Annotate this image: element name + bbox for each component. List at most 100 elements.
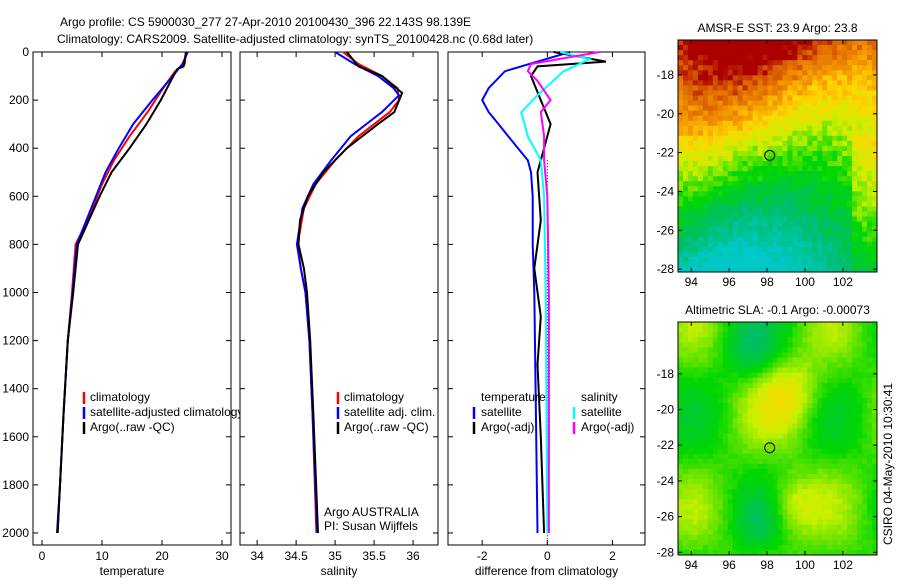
- map-cell: [678, 100, 684, 106]
- map-cell: [712, 539, 719, 546]
- map-cell: [787, 352, 793, 358]
- map-cell: [682, 171, 689, 177]
- map-cell: [717, 473, 724, 480]
- map-cell: [862, 100, 868, 106]
- map-cell: [712, 524, 719, 531]
- map-cell: [797, 75, 803, 81]
- map-cell: [682, 519, 689, 526]
- map-cell: [712, 342, 719, 348]
- map-cell: [777, 403, 783, 409]
- map-cell: [852, 181, 858, 187]
- map-cell: [752, 186, 759, 192]
- map-cell: [777, 458, 783, 465]
- map-cell: [807, 40, 813, 46]
- map-cell: [827, 60, 833, 66]
- map-cell: [782, 327, 788, 333]
- map-cell: [862, 377, 868, 384]
- map-cell: [762, 342, 768, 348]
- map-cell: [712, 327, 719, 333]
- map-cell: [847, 362, 853, 368]
- map-cell: [872, 171, 878, 177]
- map-cell: [862, 40, 868, 46]
- map-cell: [802, 256, 808, 263]
- map-cell: [717, 352, 724, 358]
- map-cell: [717, 201, 724, 207]
- map-cell: [742, 40, 749, 46]
- map-cell: [827, 372, 833, 379]
- map-cell: [827, 473, 833, 480]
- map-cell: [827, 448, 833, 455]
- map-cell: [857, 125, 863, 132]
- map-cell: [727, 145, 734, 152]
- map-cell: [842, 327, 848, 333]
- map-cell: [707, 166, 714, 172]
- map-cell: [757, 55, 763, 61]
- map-cell: [852, 322, 858, 328]
- map-cell: [762, 75, 768, 81]
- map-cell: [717, 186, 724, 192]
- map-cell: [678, 120, 684, 127]
- map-cell: [747, 181, 754, 187]
- map-cell: [767, 50, 773, 56]
- map-cell: [722, 45, 729, 51]
- map-cell: [742, 468, 749, 475]
- map-cell: [797, 544, 803, 551]
- map-cell: [742, 150, 749, 157]
- map-cell: [717, 322, 724, 328]
- map-cell: [772, 529, 778, 536]
- map-cell: [862, 362, 868, 368]
- map-cell: [767, 251, 773, 258]
- map-cell: [812, 85, 818, 91]
- map-cell: [762, 519, 768, 526]
- map-cell: [678, 40, 684, 46]
- map-cell: [682, 489, 689, 495]
- map-cell: [837, 453, 843, 460]
- map-cell: [757, 397, 763, 404]
- map-cell: [802, 392, 808, 399]
- map-cell: [732, 479, 739, 485]
- map-cell: [767, 423, 773, 429]
- map-cell: [782, 529, 788, 536]
- map-cell: [842, 372, 848, 379]
- map-cell: [837, 156, 843, 162]
- map-cell: [678, 266, 684, 273]
- map-cell: [782, 387, 788, 394]
- map-cell: [697, 241, 704, 248]
- map-cell: [777, 453, 783, 460]
- map-cell: [682, 347, 689, 353]
- map-cell: [797, 115, 803, 122]
- map-cell: [777, 327, 783, 333]
- map-cell: [872, 463, 878, 470]
- map-cell: [852, 337, 858, 343]
- map-cell: [737, 216, 744, 222]
- map-cell: [717, 110, 724, 117]
- map-cell: [782, 362, 788, 368]
- map-cell: [842, 95, 848, 101]
- map-cell: [757, 519, 763, 526]
- map-cell: [862, 145, 868, 152]
- map-cell: [767, 428, 773, 434]
- map-cell: [717, 140, 724, 147]
- map-cell: [862, 397, 868, 404]
- map-cell: [692, 413, 699, 419]
- map-cell: [847, 120, 853, 127]
- map-cell: [802, 50, 808, 56]
- map-cell: [772, 181, 778, 187]
- map-cell: [812, 504, 818, 510]
- map-cell: [812, 166, 818, 172]
- map-cell: [727, 367, 734, 374]
- map-cell: [792, 196, 798, 202]
- map-cell: [767, 236, 773, 243]
- map-cell: [822, 382, 828, 389]
- map-cell: [712, 387, 719, 394]
- map-cell: [742, 145, 749, 152]
- map-cell: [872, 95, 878, 101]
- map-cell: [822, 150, 828, 157]
- map-cell: [757, 453, 763, 460]
- map-cell: [827, 216, 833, 222]
- map-cell: [797, 397, 803, 404]
- map-cell: [872, 256, 878, 263]
- map-cell: [732, 372, 739, 379]
- map-cell: [767, 337, 773, 343]
- map-cell: [717, 196, 724, 202]
